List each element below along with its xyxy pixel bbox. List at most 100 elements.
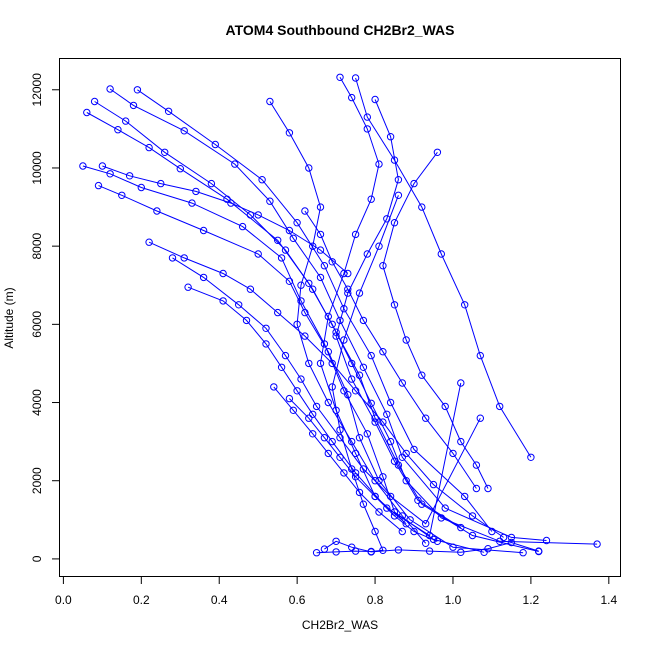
data-point <box>457 523 465 532</box>
data-point <box>145 143 153 152</box>
data-point <box>281 246 290 254</box>
data-point <box>328 320 336 328</box>
data-point <box>441 504 449 512</box>
data-point <box>390 457 399 465</box>
data-point <box>285 277 294 285</box>
data-point <box>133 86 142 94</box>
data-point <box>359 316 368 325</box>
data-point <box>359 363 368 371</box>
data-point <box>246 285 255 293</box>
data-point <box>351 230 360 239</box>
data-point <box>507 538 516 547</box>
data-point <box>379 473 387 481</box>
data-point <box>266 97 274 106</box>
data-point <box>305 359 313 368</box>
data-point <box>312 549 321 557</box>
data-point <box>410 445 418 454</box>
data-point <box>285 394 294 403</box>
data-point <box>199 273 208 282</box>
data-point <box>277 254 286 262</box>
data-point <box>336 434 344 442</box>
data-point <box>593 540 601 548</box>
data-point <box>316 273 325 282</box>
data-point <box>383 215 391 223</box>
data-point <box>328 359 336 368</box>
data-point <box>383 504 391 512</box>
series-line <box>98 185 524 554</box>
data-point <box>199 226 208 235</box>
data-point <box>320 545 329 553</box>
data-point <box>429 535 438 544</box>
data-point <box>375 477 383 485</box>
x-tick-label: 0.4 <box>211 593 228 607</box>
data-point <box>422 414 430 422</box>
data-point <box>375 160 383 168</box>
data-point <box>297 281 305 289</box>
data-point <box>457 437 465 446</box>
data-point <box>262 340 270 348</box>
data-point <box>527 453 535 461</box>
data-point <box>476 414 484 422</box>
data-point <box>168 254 177 262</box>
series-line <box>102 165 349 274</box>
data-point <box>348 93 356 102</box>
data-point <box>402 336 410 344</box>
data-point <box>386 437 395 446</box>
data-point <box>476 351 484 360</box>
data-point <box>188 199 196 207</box>
y-tick-label: 8000 <box>30 232 44 259</box>
data-point <box>355 434 364 442</box>
data-point <box>394 191 403 200</box>
data-point <box>270 383 278 391</box>
data-point <box>340 305 348 313</box>
data-point <box>231 160 239 168</box>
data-point <box>293 387 301 395</box>
data-point <box>375 508 383 516</box>
data-point <box>281 351 290 360</box>
data-point <box>363 113 371 121</box>
data-point <box>340 336 348 344</box>
data-point <box>410 179 418 188</box>
data-point <box>390 301 399 309</box>
data-point <box>437 250 445 258</box>
data-point <box>328 383 336 391</box>
x-axis-label: CH2Br2_WAS <box>302 618 378 632</box>
y-tick-label: 4000 <box>30 389 44 416</box>
data-point <box>519 549 527 557</box>
data-point <box>289 406 297 414</box>
data-point <box>118 191 126 200</box>
data-point <box>542 536 551 545</box>
data-point <box>211 140 220 149</box>
series-line <box>304 210 477 489</box>
data-point <box>324 449 332 458</box>
x-tick-label: 1.0 <box>445 593 462 607</box>
data-point <box>305 414 313 422</box>
data-point <box>371 492 379 501</box>
data-point <box>336 73 344 82</box>
data-point <box>390 512 399 520</box>
data-point <box>363 125 371 133</box>
data-point <box>316 230 325 239</box>
x-tick-label: 1.2 <box>523 593 540 607</box>
data-point <box>340 469 348 477</box>
data-point <box>398 379 406 387</box>
data-point <box>418 203 426 211</box>
data-point <box>336 453 344 461</box>
data-point <box>348 375 356 383</box>
data-point <box>461 301 469 309</box>
data-point <box>332 332 340 340</box>
series-line <box>148 241 504 538</box>
data-point <box>425 531 434 540</box>
data-point <box>164 107 173 116</box>
data-point <box>449 543 457 551</box>
data-point <box>332 548 340 556</box>
data-point <box>301 332 309 340</box>
data-point <box>418 500 426 508</box>
data-point <box>398 527 406 536</box>
data-point <box>305 164 313 172</box>
series-line <box>94 101 539 552</box>
data-point <box>390 156 399 164</box>
data-point <box>94 181 103 190</box>
data-point <box>371 527 379 536</box>
data-point <box>137 183 146 192</box>
